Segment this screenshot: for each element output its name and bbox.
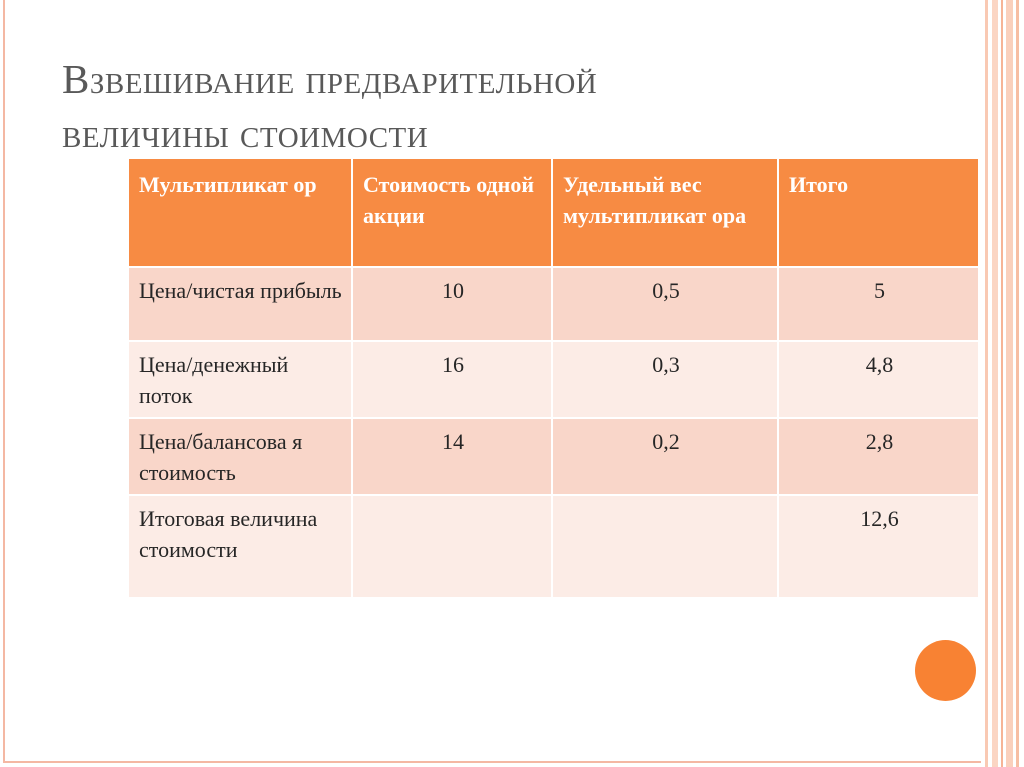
cell-price: 10 <box>351 266 553 342</box>
cell-total: 12,6 <box>777 494 980 599</box>
table-row: Цена/чистая прибыль 10 0,5 5 <box>127 266 980 342</box>
cell-weight <box>551 494 779 599</box>
cell-weight: 0,5 <box>551 266 779 342</box>
cell-weight: 0,2 <box>551 417 779 496</box>
slide-frame <box>3 0 981 763</box>
stripe <box>1006 0 1013 767</box>
table-row: Цена/балансова я стоимость 14 0,2 2,8 <box>127 417 980 496</box>
cell-price: 16 <box>351 340 553 419</box>
header-share-price: Стоимость одной акции <box>351 157 553 268</box>
slide-title: Взвешивание предварительной величины сто… <box>62 52 942 160</box>
cell-price <box>351 494 553 599</box>
cell-multiplier: Цена/чистая прибыль <box>127 266 353 342</box>
table-header-row: Мультипликат ор Стоимость одной акции Уд… <box>127 157 980 268</box>
cell-total: 4,8 <box>777 340 980 419</box>
cell-multiplier: Итоговая величина стоимости <box>127 494 353 599</box>
header-total: Итого <box>777 157 980 268</box>
cell-weight: 0,3 <box>551 340 779 419</box>
title-line-2: величины стоимости <box>62 110 429 156</box>
title-line-1: Взвешивание предварительной <box>62 56 598 102</box>
cell-multiplier: Цена/денежный поток <box>127 340 353 419</box>
stripe <box>985 0 988 767</box>
table-row: Итоговая величина стоимости 12,6 <box>127 494 980 599</box>
cell-total: 5 <box>777 266 980 342</box>
cell-multiplier: Цена/балансова я стоимость <box>127 417 353 496</box>
stripe <box>992 0 998 767</box>
cell-total: 2,8 <box>777 417 980 496</box>
decorative-circle <box>915 640 976 701</box>
stripe <box>1016 0 1019 767</box>
stripe <box>1001 0 1003 767</box>
valuation-table: Мультипликат ор Стоимость одной акции Уд… <box>127 157 980 599</box>
cell-price: 14 <box>351 417 553 496</box>
header-multiplier: Мультипликат ор <box>127 157 353 268</box>
table-row: Цена/денежный поток 16 0,3 4,8 <box>127 340 980 419</box>
header-weight: Удельный вес мультипликат ора <box>551 157 779 268</box>
decorative-stripes <box>984 0 1024 767</box>
